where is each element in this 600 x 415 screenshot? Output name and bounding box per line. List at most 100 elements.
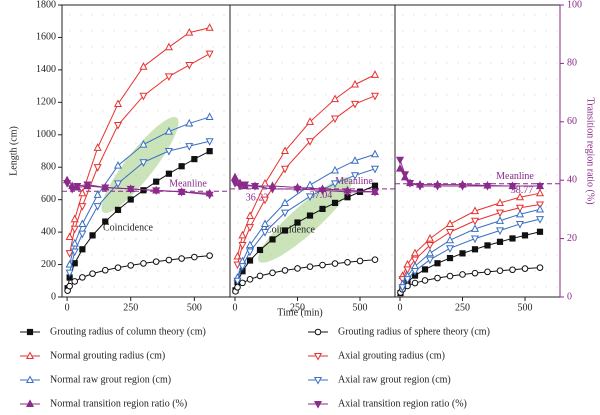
grid-dot xyxy=(259,142,261,144)
grid-dot xyxy=(336,270,338,272)
grid-dot xyxy=(468,30,470,32)
grid-dot xyxy=(435,14,437,16)
grid-dot xyxy=(135,222,137,224)
grid-dot xyxy=(102,30,104,32)
marker xyxy=(398,284,407,292)
grid-dot xyxy=(468,254,470,256)
series-line xyxy=(402,208,541,285)
marker xyxy=(93,190,102,198)
grid-dot xyxy=(281,94,283,96)
grid-dot xyxy=(457,238,459,240)
grid-dot xyxy=(402,94,404,96)
grid-dot xyxy=(534,286,536,288)
grid-dot xyxy=(336,238,338,240)
marker xyxy=(126,185,135,194)
grid-dot xyxy=(380,142,382,144)
grid-dot xyxy=(179,30,181,32)
grid-dot xyxy=(545,14,547,16)
grid-dot xyxy=(501,286,503,288)
grid-dot xyxy=(248,78,250,80)
grid-dot xyxy=(292,142,294,144)
grid-dot xyxy=(490,254,492,256)
grid-dot xyxy=(91,174,93,176)
grid-dot xyxy=(490,126,492,128)
grid-dot xyxy=(69,46,71,48)
marker xyxy=(65,250,74,258)
grid-dot xyxy=(259,14,261,16)
grid-dot xyxy=(212,206,214,208)
grid-dot xyxy=(457,158,459,160)
grid-dot xyxy=(435,238,437,240)
grid-dot xyxy=(237,142,239,144)
grid-dot xyxy=(113,174,115,176)
grid-dot xyxy=(468,110,470,112)
grid-dot xyxy=(413,174,415,176)
grid-dot xyxy=(457,126,459,128)
grid-dot xyxy=(534,62,536,64)
grid-dot xyxy=(435,78,437,80)
grid-dot xyxy=(424,254,426,256)
grid-dot xyxy=(490,62,492,64)
meanline-value: 36.22 xyxy=(246,193,269,204)
grid-dot xyxy=(468,270,470,272)
grid-dot xyxy=(223,46,225,48)
grid-dot xyxy=(490,158,492,160)
marker xyxy=(165,256,173,264)
grid-dot xyxy=(523,110,525,112)
grid-dot xyxy=(212,142,214,144)
grid-dot xyxy=(490,190,492,192)
grid-dot xyxy=(336,222,338,224)
marker xyxy=(238,242,247,250)
grid-dot xyxy=(457,190,459,192)
grid-dot xyxy=(248,62,250,64)
grid-dot xyxy=(179,14,181,16)
y2-tick-label: 100 xyxy=(567,0,582,10)
grid-dot xyxy=(347,254,349,256)
grid-dot xyxy=(402,190,404,192)
marker xyxy=(515,220,525,229)
marker xyxy=(164,126,173,135)
grid-dot xyxy=(223,142,225,144)
grid-dot xyxy=(146,238,148,240)
grid-dot xyxy=(292,46,294,48)
grid-dot xyxy=(369,110,371,112)
grid-dot xyxy=(545,110,547,112)
marker xyxy=(495,216,505,224)
grid-dot xyxy=(358,286,360,288)
grid-dot xyxy=(457,222,459,224)
grid-dot xyxy=(468,142,470,144)
grid-dot xyxy=(534,78,536,80)
grid-dot xyxy=(468,126,470,128)
grid-dot xyxy=(69,62,71,64)
grid-dot xyxy=(490,94,492,96)
marker xyxy=(459,250,466,257)
marker xyxy=(205,138,214,146)
marker xyxy=(306,212,314,219)
marker xyxy=(515,209,525,218)
grid-dot xyxy=(179,222,181,224)
grid-dot xyxy=(501,206,503,208)
grid-dot xyxy=(358,270,360,272)
grid-dot xyxy=(201,30,203,32)
marker xyxy=(101,184,110,193)
grid-dot xyxy=(391,126,393,128)
grid-dot xyxy=(124,142,126,144)
grid-dot xyxy=(190,126,192,128)
marker xyxy=(318,187,327,196)
grid-dot xyxy=(446,126,448,128)
marker xyxy=(403,276,412,284)
grid-dot xyxy=(446,14,448,16)
marker xyxy=(350,172,360,180)
grid-dot xyxy=(135,94,137,96)
grid-dot xyxy=(212,222,214,224)
grid-dot xyxy=(135,286,137,288)
grid-dot xyxy=(201,14,203,16)
grid-dot xyxy=(556,14,558,16)
grid-dot xyxy=(336,254,338,256)
grid-dot xyxy=(391,30,393,32)
grid-dot xyxy=(413,14,415,16)
marker xyxy=(239,279,246,287)
grid-dot xyxy=(435,62,437,64)
grid-dot xyxy=(102,110,104,112)
grid-dot xyxy=(259,62,261,64)
